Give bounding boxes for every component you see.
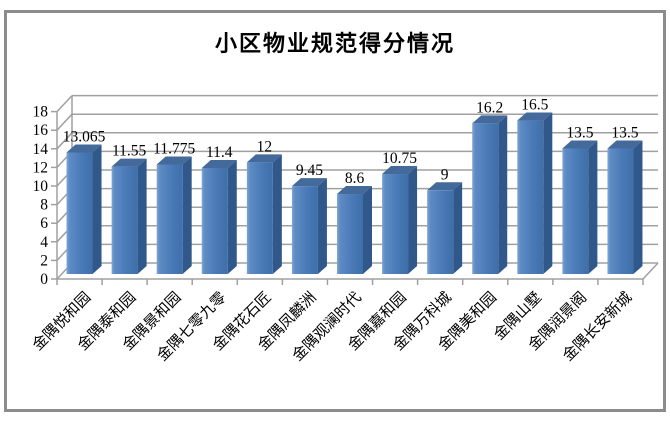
bar — [562, 148, 589, 274]
y-tick-label: 14 — [33, 141, 49, 158]
bar-side-face — [408, 166, 418, 274]
y-tick-label: 4 — [40, 234, 48, 251]
bar-top-face — [246, 154, 282, 163]
y-tick-label: 0 — [40, 271, 48, 288]
bar-side-face — [92, 144, 102, 274]
y-tick-label: 2 — [40, 252, 48, 269]
bar-value-label: 10.75 — [382, 150, 417, 167]
chart-title: 小区物业规范得分情况 — [214, 31, 455, 56]
bar-top-face — [607, 140, 643, 149]
bar-value-label: 16.2 — [476, 99, 503, 116]
y-tick-label: 8 — [40, 197, 48, 214]
bar-top-face — [111, 158, 147, 167]
bar — [66, 152, 93, 274]
bar-side-face — [363, 186, 372, 274]
bar-value-label: 9.45 — [296, 162, 323, 179]
y-tick-label: 6 — [40, 215, 48, 232]
bar-value-label: 13.5 — [611, 124, 638, 141]
bar-value-label: 12 — [257, 138, 273, 155]
bar — [201, 167, 228, 274]
bar-top-face — [66, 144, 102, 153]
floor-right-edge — [642, 262, 659, 280]
bar-value-label: 9 — [441, 166, 449, 183]
bar-value-label: 13.5 — [566, 124, 593, 141]
bar — [246, 162, 273, 274]
bar-top-face — [156, 156, 192, 165]
bar-top-face — [562, 140, 598, 149]
bar-side-face — [498, 115, 508, 274]
bar-top-face — [517, 112, 553, 121]
bar — [382, 174, 409, 274]
bar-top-face — [472, 115, 508, 124]
bar-top-face — [201, 159, 237, 168]
bar — [427, 190, 454, 274]
bar — [607, 148, 634, 274]
wall-slant-line — [56, 113, 73, 131]
bar-side-face — [137, 158, 147, 274]
bar-side-face — [317, 178, 327, 274]
bar-value-label: 16.5 — [521, 97, 548, 114]
bar-value-label: 11.775 — [153, 140, 195, 157]
bar-top-face — [337, 186, 372, 195]
bar-side-face — [633, 140, 643, 274]
bar — [517, 120, 544, 274]
wall-slant-line — [56, 95, 73, 113]
bar — [291, 186, 318, 274]
bar-side-face — [227, 159, 237, 274]
bar-value-label: 11.4 — [206, 144, 233, 161]
bar-top-face — [427, 182, 463, 191]
bar-top-face — [291, 178, 327, 187]
y-tick-label: 18 — [33, 104, 49, 121]
bar-value-label: 8.6 — [345, 170, 365, 187]
bar-top-face — [382, 166, 418, 175]
bar-side-face — [588, 140, 598, 274]
y-tick-label: 10 — [33, 178, 49, 195]
bar-side-face — [272, 154, 282, 274]
bar — [472, 123, 499, 274]
bar-side-face — [453, 182, 463, 274]
bar-value-label: 11.55 — [112, 143, 147, 160]
y-tick-label: 12 — [33, 159, 49, 176]
y-tick-label: 16 — [33, 122, 49, 139]
bar — [111, 166, 138, 274]
wall-slant-line — [56, 132, 73, 150]
bar-side-face — [543, 112, 553, 274]
bar-side-face — [182, 156, 192, 274]
bar-value-label: 13.065 — [63, 128, 106, 145]
bar — [337, 194, 363, 274]
bar — [156, 164, 183, 274]
